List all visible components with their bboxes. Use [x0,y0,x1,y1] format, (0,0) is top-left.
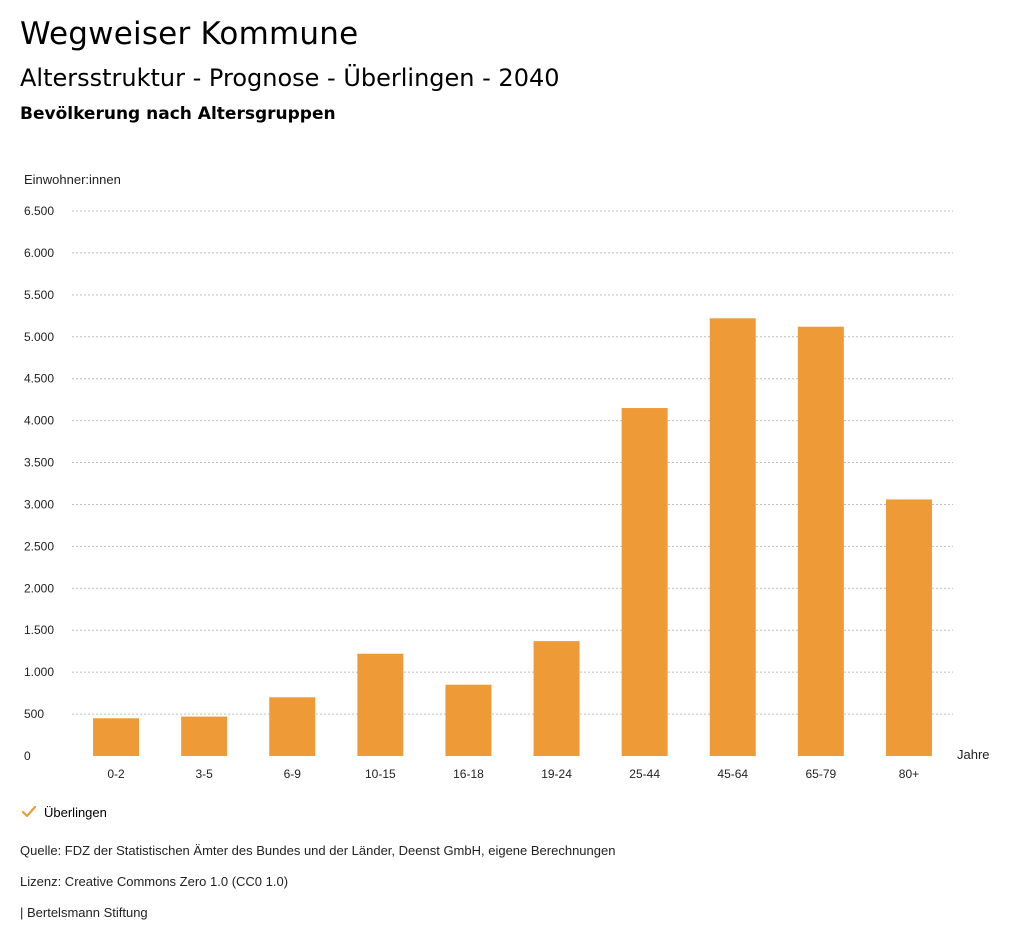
bar-16-18[interactable] [445,684,492,756]
x-tick-label: 80+ [899,767,919,781]
y-tick-label: 500 [24,707,44,721]
bars [93,318,932,756]
chart-title: Bevölkerung nach Altersgruppen [20,104,336,124]
y-tick-label: 6.500 [24,204,54,218]
y-tick-label: 5.500 [24,288,54,302]
page-title: Wegweiser Kommune [20,16,359,52]
y-tick-label: 4.500 [24,372,54,386]
x-tick-label: 16-18 [453,767,484,781]
source-note: Quelle: FDZ der Statistischen Ämter des … [20,843,616,858]
page-subtitle: Altersstruktur - Prognose - Überlingen -… [20,64,560,92]
bar-25-44[interactable] [621,408,668,756]
y-tick-label: 6.000 [24,246,54,260]
x-axis-title: Jahre [957,747,990,762]
y-tick-label: 2.000 [24,581,54,595]
x-tick-label: 0-2 [107,767,125,781]
x-tick-label: 25-44 [629,767,660,781]
bar-0-2[interactable] [93,718,140,756]
bar-19-24[interactable] [533,641,580,756]
x-tick-label: 10-15 [365,767,396,781]
bar-3-5[interactable] [181,716,228,756]
license-note: Lizenz: Creative Commons Zero 1.0 (CC0 1… [20,874,289,889]
legend-item-ueberlingen[interactable]: Überlingen [20,803,107,821]
bar-80+[interactable] [885,499,932,756]
y-tick-label: 5.000 [24,330,54,344]
y-axis-ticks: 0 500 1.000 1.500 2.000 2.500 3.000 3.500 4.000 4… [24,204,54,763]
y-tick-label: 3.000 [24,497,54,511]
y-tick-label: 0 [24,749,31,763]
checkmark-icon [21,805,37,818]
x-tick-label: 65-79 [805,767,836,781]
y-tick-label: 1.000 [24,665,54,679]
publisher-note: | Bertelsmann Stiftung [20,905,148,920]
bar-6-9[interactable] [269,697,316,756]
grid-lines [72,210,953,715]
y-tick-label: 1.500 [24,623,54,637]
x-axis-ticks: 0-2 3-5 6-9 10-15 16-18 19-24 25-44 45-64 65-79 8… [107,767,919,781]
bar-45-64[interactable] [709,318,756,756]
bar-65-79[interactable] [797,326,844,756]
x-tick-label: 19-24 [541,767,572,781]
x-tick-label: 3-5 [195,767,213,781]
x-tick-label: 45-64 [717,767,748,781]
y-tick-label: 4.000 [24,414,54,428]
y-tick-label: 3.500 [24,456,54,470]
legend-label: Überlingen [44,804,107,820]
y-axis-title: Einwohner:innen [24,172,121,187]
x-tick-label: 6-9 [284,767,302,781]
bar-10-15[interactable] [357,653,404,756]
y-tick-label: 2.500 [24,539,54,553]
bar-chart: Einwohner:innen 0 500 1.000 1.500 2.000 2.500… [24,172,990,781]
